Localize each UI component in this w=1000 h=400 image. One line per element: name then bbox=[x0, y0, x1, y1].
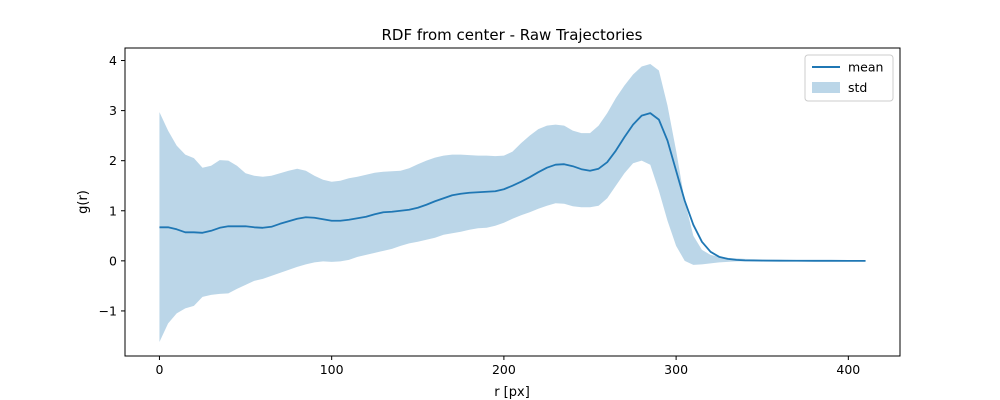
y-tick-label: 0 bbox=[109, 253, 117, 268]
legend-mean-label: mean bbox=[848, 60, 883, 75]
x-tick-label: 100 bbox=[320, 362, 344, 377]
x-tick-label: 200 bbox=[492, 362, 516, 377]
y-axis-label: g(r) bbox=[76, 190, 91, 214]
y-tick-label: 4 bbox=[109, 53, 117, 68]
x-tick-label: 300 bbox=[664, 362, 688, 377]
chart-title: RDF from center - Raw Trajectories bbox=[382, 26, 643, 44]
plot-frame bbox=[124, 47, 901, 357]
legend: mean std bbox=[804, 54, 894, 102]
y-tick-label: 1 bbox=[109, 203, 117, 218]
x-tick-label: 0 bbox=[155, 362, 163, 377]
y-tick-label: 3 bbox=[109, 103, 117, 118]
legend-std-swatch bbox=[812, 82, 840, 93]
x-axis-label: r [px] bbox=[494, 385, 530, 400]
std-band bbox=[159, 64, 866, 342]
x-tick-label: 400 bbox=[836, 362, 860, 377]
mean-line bbox=[159, 112, 866, 262]
y-tick-label: 2 bbox=[109, 153, 117, 168]
legend-std-label: std bbox=[848, 80, 867, 95]
y-tick-label: −1 bbox=[99, 303, 117, 318]
